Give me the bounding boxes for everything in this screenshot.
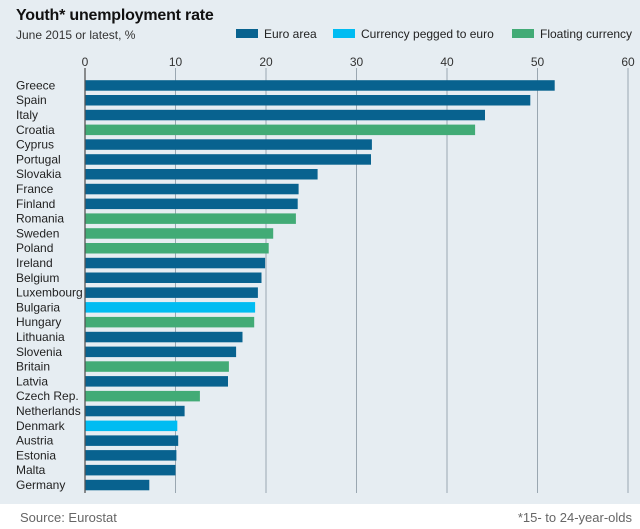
legend-item-pegged: Currency pegged to euro [333, 27, 494, 43]
bar [85, 435, 179, 446]
legend-swatch-floating [512, 29, 534, 39]
bar [85, 346, 237, 358]
legend-label-pegged: Currency pegged to euro [361, 27, 494, 41]
bar [85, 257, 266, 269]
category-label: Romania [16, 212, 64, 226]
bar [85, 420, 178, 432]
category-label: Malta [16, 463, 46, 477]
category-label: Denmark [16, 419, 66, 433]
category-label: Latvia [16, 374, 48, 388]
bar [85, 109, 485, 121]
category-label: Finland [16, 197, 55, 211]
category-label: Netherlands [16, 404, 81, 418]
bar [85, 450, 177, 461]
bar [85, 316, 255, 328]
source-note: Source: Eurostat [20, 510, 117, 525]
bar [85, 464, 176, 476]
bar [85, 198, 298, 210]
category-label: Slovenia [16, 345, 62, 359]
bar [85, 124, 476, 136]
bar-chart-plot: 0 10 20 30 40 50 60 GreeceSpainItalyCroatiaCypr… [16, 55, 635, 493]
bar [85, 331, 243, 343]
bar [85, 228, 274, 239]
x-tick-label: 40 [440, 55, 454, 69]
bar [85, 405, 185, 417]
category-label: Bulgaria [16, 300, 60, 314]
legend-swatch-euro-area [236, 29, 258, 39]
bar [85, 287, 258, 298]
bar [85, 213, 296, 224]
footnote: *15- to 24-year-olds [517, 510, 632, 525]
category-label: Luxembourg [16, 286, 83, 300]
chart-footer: Source: Eurostat *15- to 24-year-olds [0, 504, 640, 529]
bar [85, 95, 531, 106]
bar [85, 376, 228, 387]
category-label: Cyprus [16, 138, 54, 152]
category-label: Sweden [16, 226, 59, 240]
chart-title: Youth* unemployment rate [16, 7, 214, 24]
category-label: Croatia [16, 123, 55, 137]
bar [85, 302, 256, 313]
bar [85, 169, 318, 180]
category-label: Italy [16, 108, 38, 122]
bar [85, 183, 299, 195]
category-label: Spain [16, 93, 47, 107]
category-label: Austria [16, 434, 54, 448]
category-label: France [16, 182, 54, 196]
category-label: Greece [16, 78, 56, 92]
bar [85, 139, 372, 150]
category-label: Britain [16, 360, 50, 374]
x-tick-label: 60 [621, 55, 635, 69]
x-tick-label: 0 [82, 55, 89, 69]
category-label: Hungary [16, 315, 61, 329]
x-tick-label: 50 [531, 55, 545, 69]
legend-item-euro-area: Euro area [236, 27, 317, 43]
category-label: Slovakia [16, 167, 62, 181]
x-tick-label: 10 [169, 55, 183, 69]
bar [85, 479, 150, 491]
category-label: Estonia [16, 448, 56, 462]
bar [85, 390, 200, 402]
chart-subtitle: June 2015 or latest, % [16, 28, 136, 42]
category-label: Belgium [16, 271, 59, 285]
category-label: Poland [16, 241, 53, 255]
x-tick-label: 20 [259, 55, 273, 69]
category-label: Czech Rep. [16, 389, 79, 403]
chart-legend: Euro area Currency pegged to euro Floati… [0, 27, 640, 43]
category-label: Lithuania [16, 330, 65, 344]
bar [85, 154, 371, 165]
category-label: Portugal [16, 152, 61, 166]
legend-label-floating: Floating currency [540, 27, 633, 41]
category-label: Germany [16, 478, 65, 492]
chart-panel: Youth* unemployment rate June 2015 or la… [0, 0, 640, 504]
x-tick-label: 30 [350, 55, 364, 69]
bar [85, 361, 229, 372]
category-label: Ireland [16, 256, 53, 270]
bar [85, 272, 262, 283]
legend-label-euro-area: Euro area [264, 27, 317, 41]
bar [85, 243, 269, 254]
bar [85, 80, 555, 91]
legend-swatch-pegged [333, 29, 355, 39]
legend-item-floating: Floating currency [512, 27, 632, 43]
